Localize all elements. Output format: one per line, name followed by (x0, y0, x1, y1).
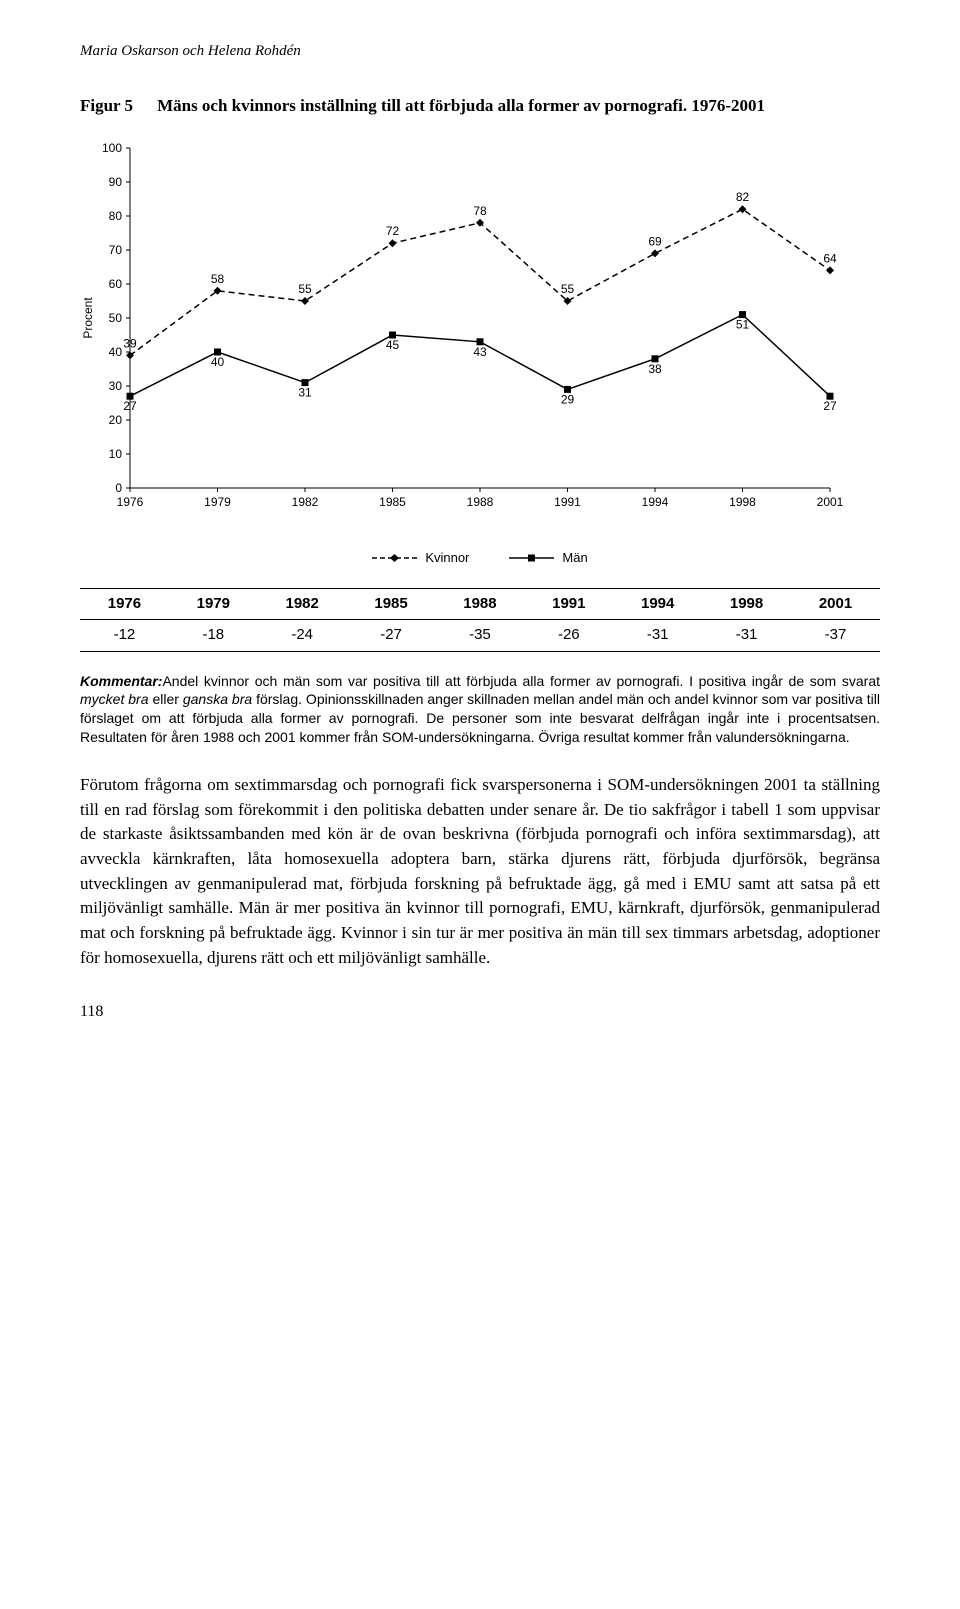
table-cell: -31 (702, 620, 791, 652)
svg-text:10: 10 (109, 447, 123, 461)
table-cell: -27 (347, 620, 436, 652)
svg-text:70: 70 (109, 243, 123, 257)
table-cell: -24 (258, 620, 347, 652)
svg-text:1985: 1985 (379, 495, 406, 509)
svg-text:45: 45 (386, 338, 400, 352)
table-header-cell: 1979 (169, 588, 258, 620)
kommentar-text-2: eller (149, 691, 183, 707)
svg-text:64: 64 (823, 251, 837, 265)
body-paragraph: Förutom frågorna om sextimmarsdag och po… (80, 773, 880, 970)
chart-legend: Kvinnor Män (80, 548, 880, 568)
svg-text:40: 40 (211, 355, 225, 369)
table-cell: -18 (169, 620, 258, 652)
table-cell: -35 (436, 620, 525, 652)
table-cell: -37 (791, 620, 880, 652)
svg-text:72: 72 (386, 224, 400, 238)
svg-text:1979: 1979 (204, 495, 231, 509)
legend-item: Kvinnor (372, 548, 469, 568)
table-header-cell: 1988 (436, 588, 525, 620)
svg-text:27: 27 (123, 399, 137, 413)
table-header-cell: 1985 (347, 588, 436, 620)
svg-text:1991: 1991 (554, 495, 581, 509)
kommentar-label: Kommentar: (80, 673, 162, 689)
page-number: 118 (80, 1000, 880, 1024)
svg-text:27: 27 (823, 399, 837, 413)
figure-heading: Figur 5 Mäns och kvinnors inställning ti… (80, 93, 880, 119)
kommentar-block: Kommentar:Andel kvinnor och män som var … (80, 672, 880, 748)
table-header-cell: 1982 (258, 588, 347, 620)
svg-text:43: 43 (473, 345, 487, 359)
figure-title: Mäns och kvinnors inställning till att f… (157, 93, 765, 119)
svg-text:58: 58 (211, 272, 225, 286)
table-header-cell: 1991 (524, 588, 613, 620)
page-header-authors: Maria Oskarson och Helena Rohdén (80, 40, 880, 63)
svg-text:29: 29 (561, 392, 575, 406)
data-table: 197619791982198519881991199419982001 -12… (80, 588, 880, 652)
table-cell: -12 (80, 620, 169, 652)
kommentar-em-1: mycket bra (80, 691, 149, 707)
table-header-cell: 1976 (80, 588, 169, 620)
legend-label: Män (562, 548, 587, 568)
svg-text:2001: 2001 (817, 495, 844, 509)
table-cell: -26 (524, 620, 613, 652)
legend-item: Män (509, 548, 587, 568)
svg-text:1998: 1998 (729, 495, 756, 509)
svg-text:78: 78 (473, 204, 487, 218)
svg-text:55: 55 (561, 282, 575, 296)
svg-text:60: 60 (109, 277, 123, 291)
svg-text:Procent: Procent (81, 297, 95, 339)
svg-text:1982: 1982 (292, 495, 319, 509)
svg-text:80: 80 (109, 209, 123, 223)
table-header-cell: 2001 (791, 588, 880, 620)
legend-label: Kvinnor (425, 548, 469, 568)
line-chart: 0 10 20 30 40 50 60 70 80 90 100 1976 1979 1982 1985 19… (80, 138, 860, 538)
svg-text:100: 100 (102, 141, 122, 155)
table-header-cell: 1994 (613, 588, 702, 620)
svg-text:31: 31 (298, 386, 312, 400)
svg-text:1994: 1994 (642, 495, 669, 509)
svg-text:55: 55 (298, 282, 312, 296)
svg-text:1976: 1976 (117, 495, 144, 509)
table-header-cell: 1998 (702, 588, 791, 620)
table-row: -12-18-24-27-35-26-31-31-37 (80, 620, 880, 652)
svg-text:30: 30 (109, 379, 123, 393)
svg-text:82: 82 (736, 190, 750, 204)
svg-text:69: 69 (648, 234, 662, 248)
svg-text:38: 38 (648, 362, 662, 376)
chart-container: 0 10 20 30 40 50 60 70 80 90 100 1976 1979 1982 1985 19… (80, 138, 860, 538)
kommentar-em-3: ganska bra (183, 691, 252, 707)
svg-text:1988: 1988 (467, 495, 494, 509)
svg-text:90: 90 (109, 175, 123, 189)
kommentar-text-0: Andel kvinnor och män som var positiva t… (162, 673, 880, 689)
svg-text:0: 0 (115, 481, 122, 495)
svg-text:51: 51 (736, 318, 750, 332)
table-cell: -31 (613, 620, 702, 652)
svg-text:40: 40 (109, 345, 123, 359)
svg-text:50: 50 (109, 311, 123, 325)
svg-text:20: 20 (109, 413, 123, 427)
svg-text:39: 39 (123, 336, 137, 350)
figure-label: Figur 5 (80, 93, 133, 119)
